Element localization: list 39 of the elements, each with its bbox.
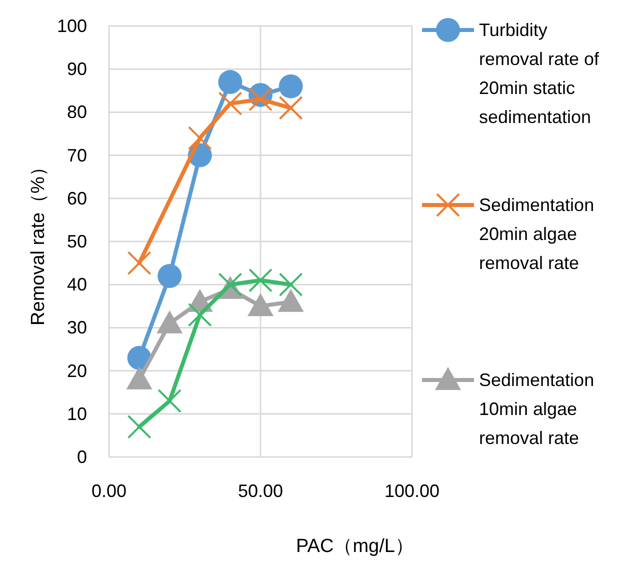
y-tick-label: 40 [66,274,87,295]
point [158,388,182,413]
point [218,92,242,116]
y-axis-title: Removal rate（%） [28,158,49,326]
point [127,414,152,439]
point [278,272,303,297]
point [156,310,183,334]
x-tick-label: 0.00 [91,481,127,501]
legend-entry: Sedimentation 20min algae removal rate [422,193,594,273]
point [278,96,303,120]
y-tick-label: 50 [66,232,87,252]
point [188,126,212,150]
y-tick-label: 100 [56,16,87,36]
y-tick-label: 80 [66,102,87,122]
legend-label: Sedimentation 10min algae removal rate [479,370,594,448]
legend-label: Turbidity removal rate of 20min static sedimentation [479,20,600,127]
point [278,74,303,98]
y-tick-label: 60 [66,188,87,208]
point [126,366,152,390]
y-tick-label: 90 [66,59,87,80]
point [248,293,274,316]
legend-entry: Turbidity removal rate of 20min static sedimentation [422,18,600,127]
y-tick-label: 30 [66,318,87,338]
y-tick-label: 0 [76,447,87,467]
x-tick-label: 100.00 [384,481,440,501]
point [188,302,212,327]
point [218,70,242,94]
y-tick-label: 10 [66,404,87,424]
point [127,251,152,276]
legend-entry: Sedimentation 10min algae removal rate [422,367,594,448]
point [158,264,182,288]
point [248,268,272,292]
point [248,87,272,112]
x-axis-title: PAC（mg/L） [296,536,414,557]
x-tick-label: 50.00 [238,481,284,501]
legend-label: Sedimentation 20min algae removal rate [479,195,594,273]
point [278,288,304,312]
y-tick-label: 70 [66,145,87,166]
y-tick-label: 20 [66,360,87,381]
